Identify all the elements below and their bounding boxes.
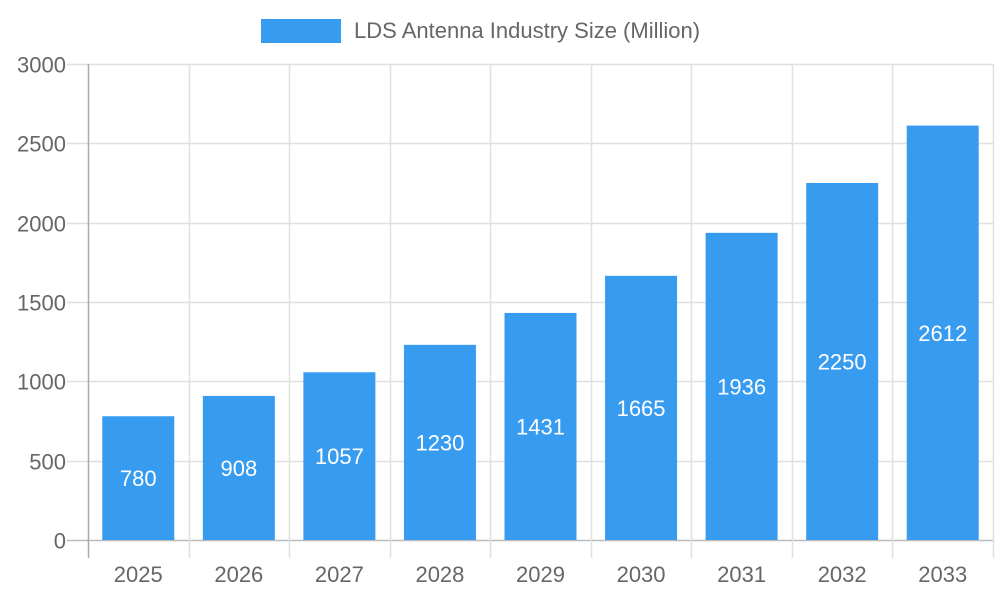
data-label: 908	[220, 456, 257, 481]
x-tick-label: 2030	[617, 562, 666, 587]
x-tick-label: 2029	[516, 562, 565, 587]
y-tick-label: 500	[29, 450, 66, 475]
y-tick-label: 0	[54, 529, 66, 554]
y-tick-label: 2500	[17, 132, 66, 157]
bar-2027	[303, 372, 376, 540]
legend-label: LDS Antenna Industry Size (Million)	[354, 18, 701, 43]
data-label: 2250	[818, 350, 867, 375]
y-tick-label: 1500	[17, 291, 66, 316]
data-label: 780	[120, 466, 157, 491]
bar-2030	[605, 275, 678, 540]
bar-2031	[705, 232, 778, 540]
x-tick-label: 2027	[315, 562, 364, 587]
data-label: 2612	[918, 321, 967, 346]
data-label: 1230	[415, 430, 464, 455]
data-label: 1665	[617, 396, 666, 421]
legend-swatch	[261, 19, 341, 43]
y-tick-label: 3000	[17, 53, 66, 78]
x-tick-label: 2033	[918, 562, 967, 587]
x-tick-label: 2032	[818, 562, 867, 587]
bar-2033	[906, 125, 979, 540]
bar-2026	[202, 395, 275, 540]
bar-2029	[504, 312, 577, 540]
data-label: 1057	[315, 444, 364, 469]
bar-2028	[403, 344, 476, 540]
bar-2025	[102, 416, 175, 540]
x-tick-label: 2028	[415, 562, 464, 587]
y-tick-label: 2000	[17, 212, 66, 237]
x-tick-label: 2031	[717, 562, 766, 587]
legend[interactable]: LDS Antenna Industry Size (Million)	[261, 18, 700, 44]
x-tick-label: 2025	[114, 562, 163, 587]
data-label: 1936	[717, 374, 766, 399]
bar-2032	[806, 183, 879, 540]
data-label: 1431	[516, 414, 565, 439]
y-tick-label: 1000	[17, 370, 66, 395]
x-tick-label: 2026	[214, 562, 263, 587]
